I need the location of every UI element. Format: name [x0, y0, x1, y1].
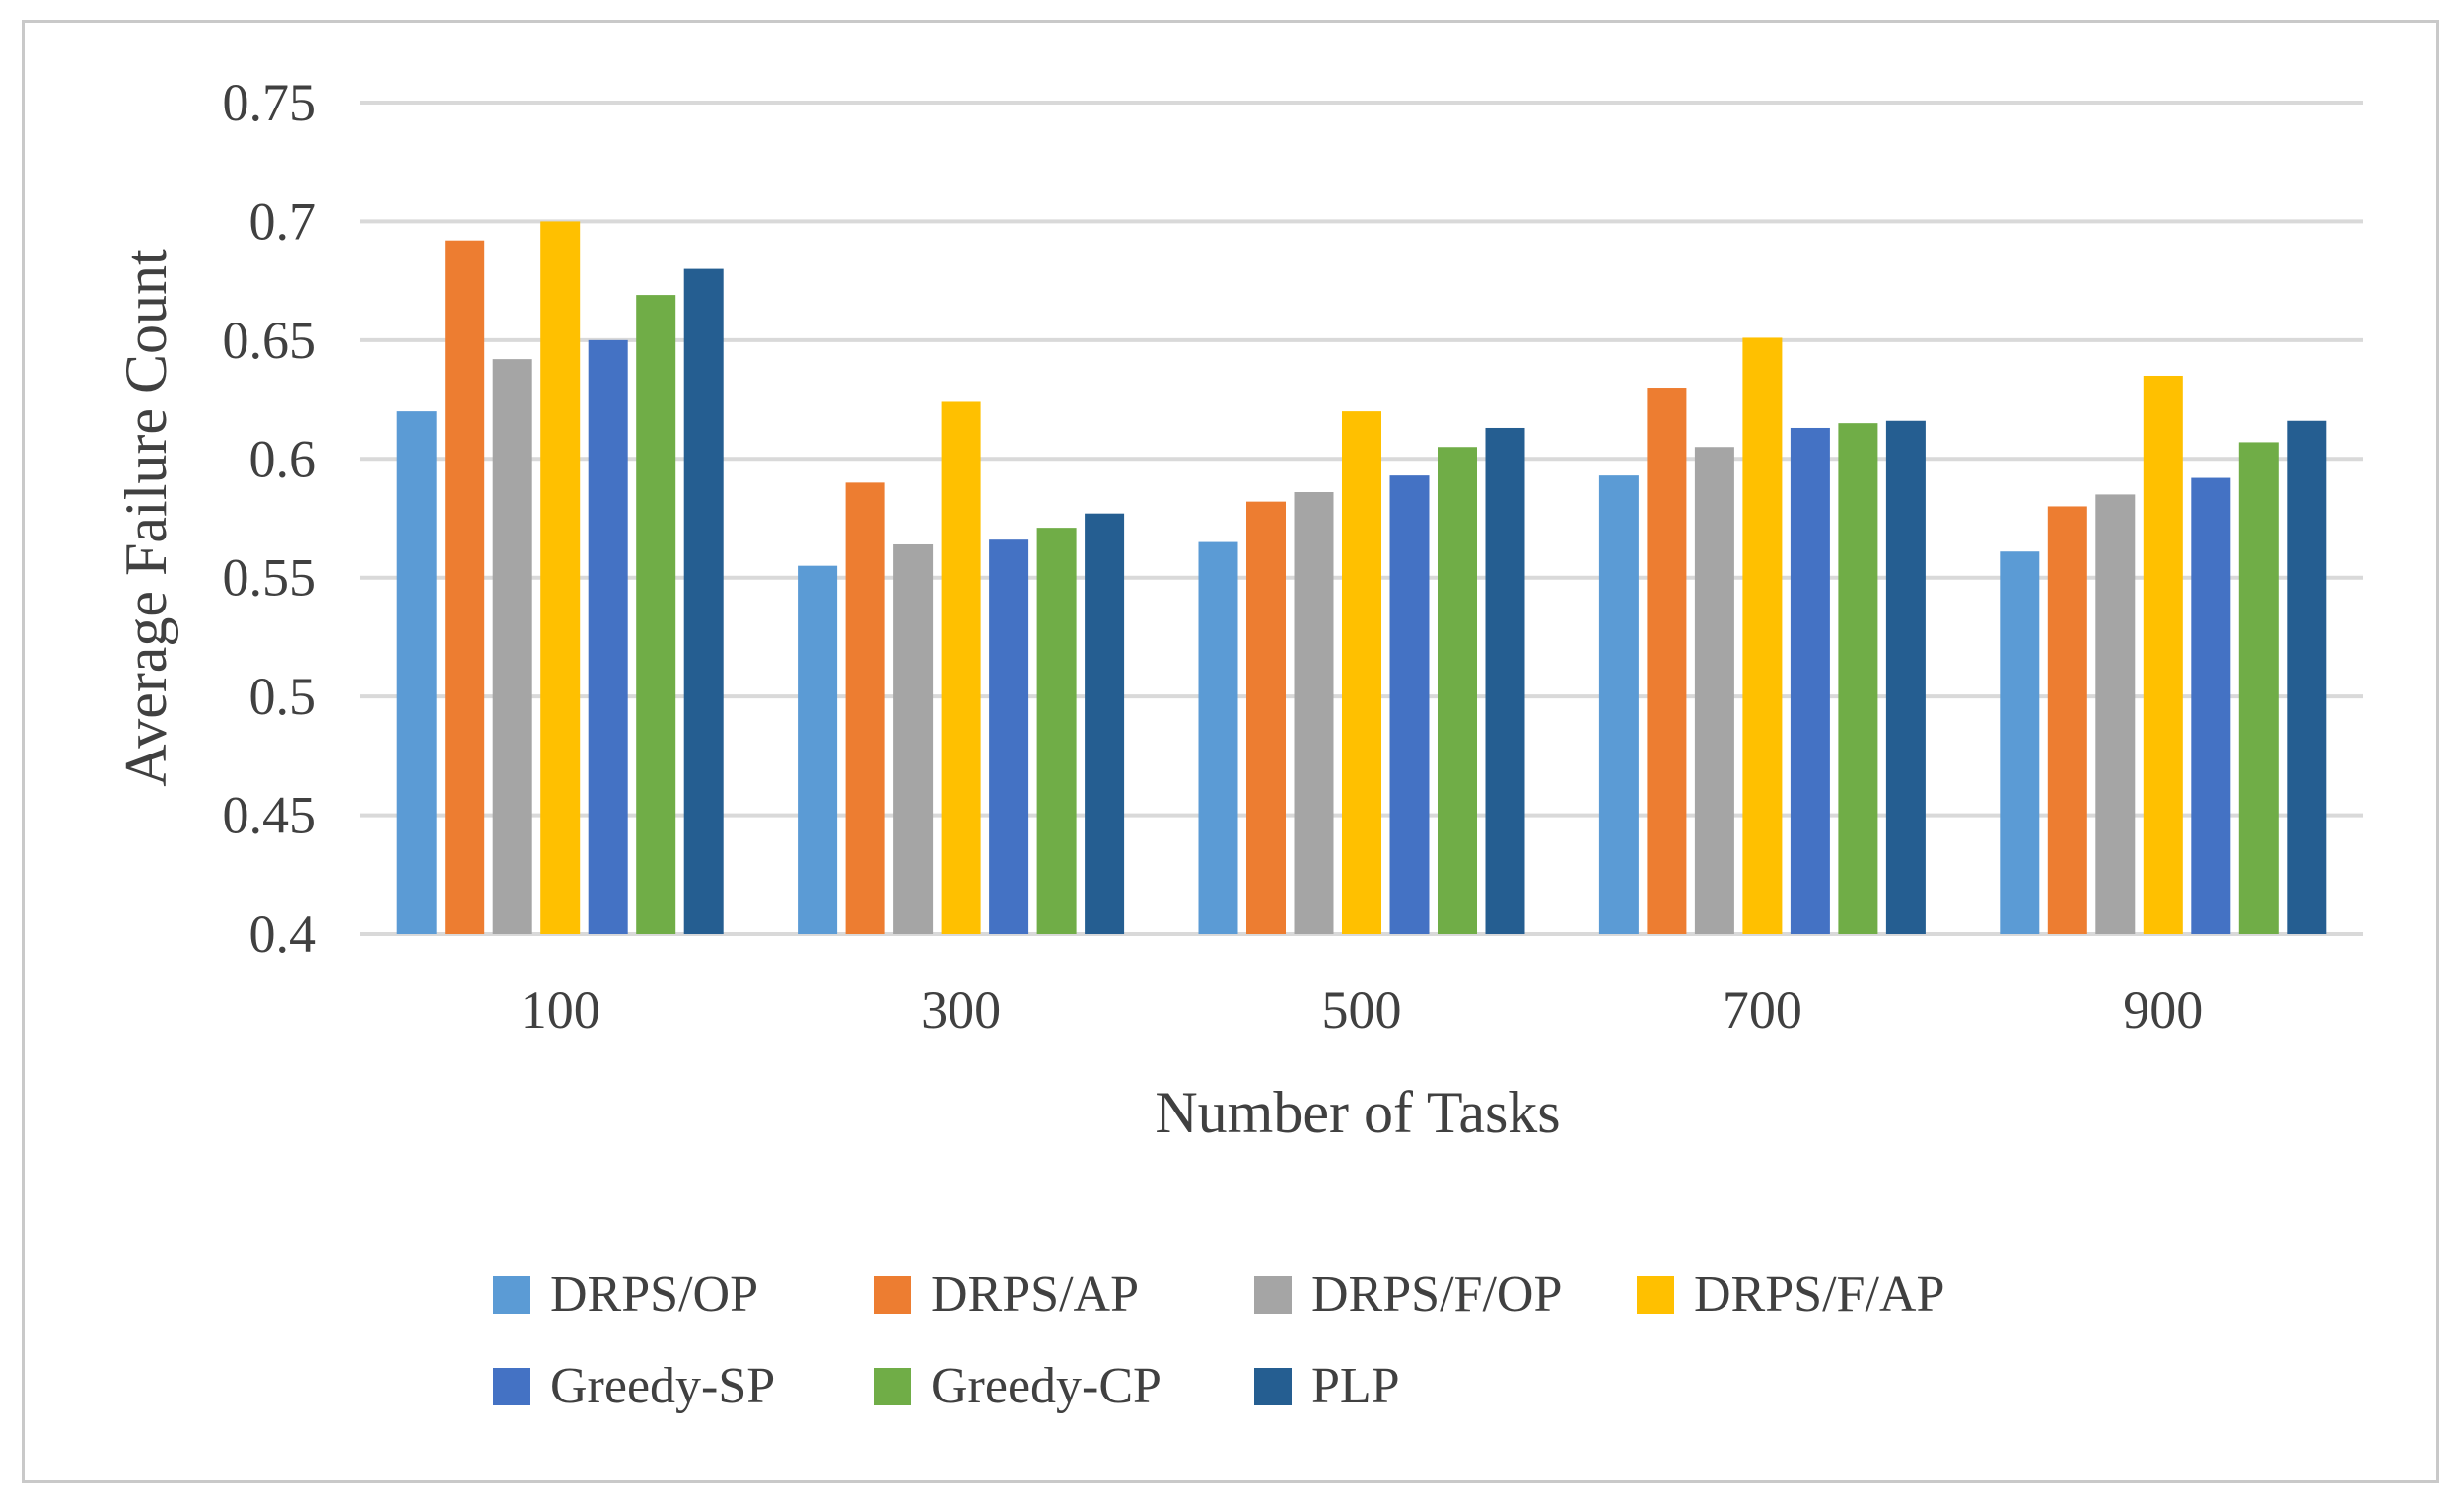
bar-plp-700 [1885, 420, 1926, 935]
bar-drps-op-100 [396, 411, 437, 935]
x-axis-ticks: 100 300 500 700 900 [521, 980, 2204, 1040]
y-axis-ticks: 0.4 0.45 0.5 0.55 0.6 0.65 0.7 0.75 [223, 73, 317, 964]
bar-drps-f-ap-100 [540, 221, 581, 934]
bar-greedy-cp-300 [1036, 528, 1077, 934]
x-tick-label: 500 [1322, 980, 1402, 1040]
bar-greedy-cp-900 [2238, 442, 2279, 934]
y-tick-label: 0.6 [249, 429, 317, 488]
bar-drps-f-op-300 [893, 543, 934, 934]
bar-drps-f-op-100 [492, 359, 532, 934]
bar-drps-f-ap-500 [1342, 411, 1381, 935]
y-axis-title: Average Failure Count [113, 249, 178, 787]
bar-drps-f-op-700 [1694, 447, 1734, 934]
legend-label: Greedy-SP [550, 1358, 775, 1414]
bar-drps-ap-700 [1647, 388, 1687, 934]
legend-swatch [874, 1368, 911, 1405]
y-tick-label: 0.45 [223, 786, 317, 845]
legend-label: Greedy-CP [931, 1358, 1162, 1414]
bar-greedy-sp-100 [588, 339, 628, 934]
x-tick-label: 100 [521, 980, 600, 1040]
legend: DRPS/OP DRPS/AP DRPS/F/OP DRPS/F/AP Greedy-S… [493, 1266, 1944, 1414]
y-tick-label: 0.55 [223, 548, 317, 608]
y-tick-label: 0.5 [249, 667, 317, 726]
bar-greedy-cp-700 [1838, 423, 1878, 935]
legend-swatch [1254, 1276, 1292, 1314]
x-tick-label: 300 [921, 980, 1001, 1040]
y-tick-label: 0.4 [249, 904, 317, 964]
bar-drps-ap-300 [845, 482, 885, 934]
bars [396, 221, 2327, 935]
bar-plp-900 [2287, 420, 2327, 935]
y-tick-label: 0.75 [223, 73, 317, 132]
bar-greedy-cp-500 [1438, 447, 1477, 934]
bar-greedy-sp-700 [1790, 427, 1830, 935]
bar-drps-f-ap-300 [941, 401, 981, 935]
y-tick-label: 0.7 [249, 191, 317, 251]
legend-swatch [493, 1368, 530, 1405]
bar-drps-op-500 [1198, 541, 1238, 934]
bar-drps-op-900 [2000, 551, 2040, 934]
bar-drps-f-op-500 [1294, 492, 1334, 934]
bar-greedy-sp-900 [2191, 477, 2231, 934]
bar-drps-f-ap-900 [2143, 375, 2183, 934]
bar-plp-100 [683, 268, 724, 935]
legend-swatch [874, 1276, 911, 1314]
legend-swatch [1637, 1276, 1674, 1314]
bar-drps-ap-500 [1246, 501, 1286, 934]
bar-drps-op-700 [1598, 475, 1639, 934]
legend-label: PLP [1311, 1358, 1400, 1414]
y-tick-label: 0.65 [223, 311, 317, 370]
bar-drps-ap-900 [2047, 506, 2087, 934]
x-tick-label: 700 [1723, 980, 1802, 1040]
bar-plp-300 [1085, 513, 1125, 934]
bar-greedy-sp-500 [1389, 475, 1430, 934]
x-axis-title: Number of Tasks [1155, 1080, 1560, 1145]
legend-label: DRPS/OP [550, 1266, 758, 1323]
bar-drps-f-ap-700 [1742, 337, 1783, 934]
bar-greedy-cp-100 [636, 295, 676, 934]
legend-swatch [493, 1276, 530, 1314]
bar-greedy-sp-300 [989, 539, 1029, 934]
bar-plp-500 [1485, 427, 1525, 935]
x-tick-label: 900 [2123, 980, 2203, 1040]
legend-label: DRPS/AP [931, 1266, 1139, 1323]
legend-label: DRPS/F/AP [1694, 1266, 1944, 1323]
bar-drps-ap-100 [445, 240, 485, 934]
legend-swatch [1254, 1368, 1292, 1405]
bar-drps-op-300 [798, 565, 838, 934]
legend-label: DRPS/F/OP [1311, 1266, 1562, 1323]
bar-drps-f-op-900 [2095, 494, 2136, 934]
